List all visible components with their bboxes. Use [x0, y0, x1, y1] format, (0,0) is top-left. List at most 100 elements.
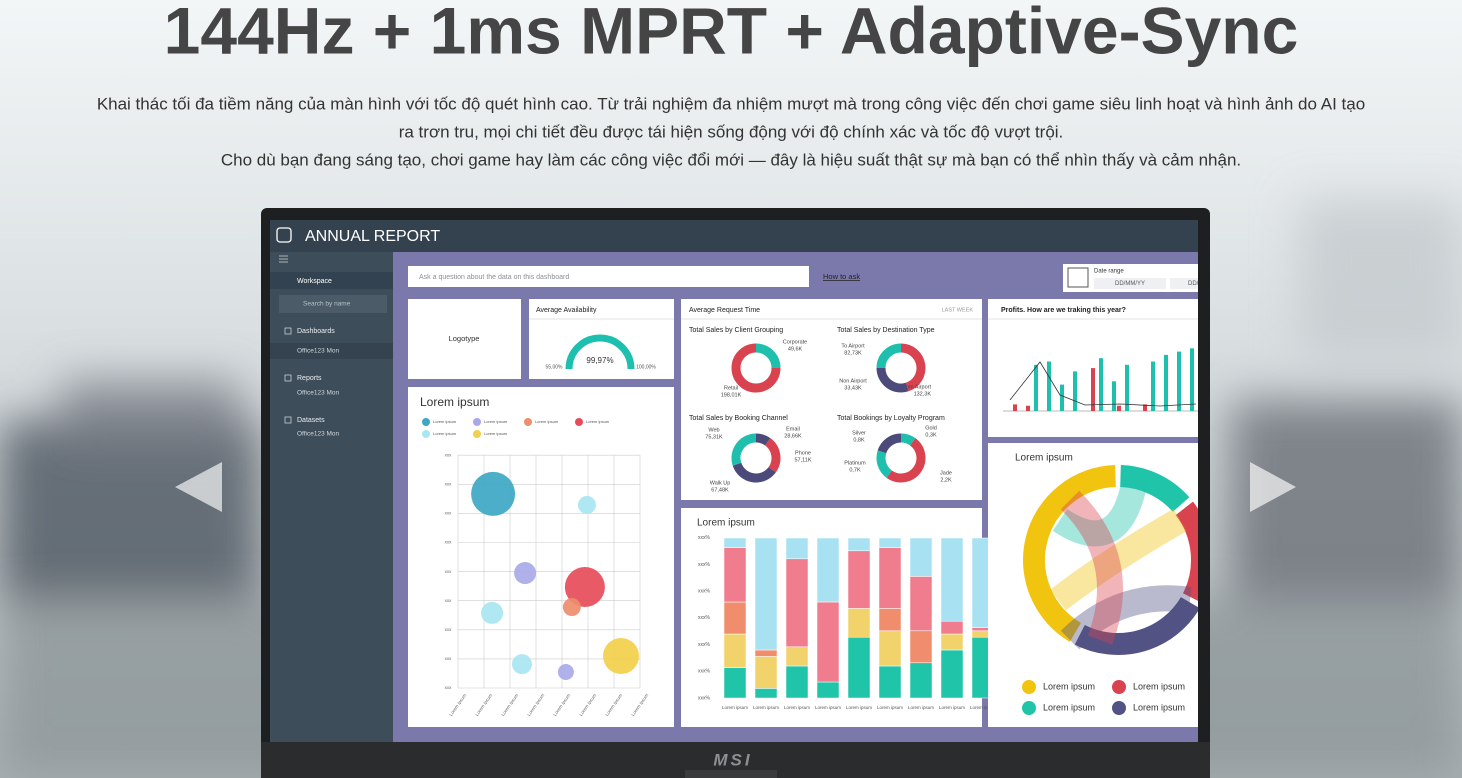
legend-label: Lorem ipsum	[484, 431, 508, 436]
profit-bar	[1177, 351, 1181, 411]
donut-title: Total Sales by Destination Type	[837, 327, 935, 334]
donut-segment	[900, 343, 926, 392]
sidebar	[270, 252, 393, 742]
bubble	[481, 601, 504, 624]
stacked-segment	[723, 667, 747, 699]
date-to-field[interactable]	[1170, 278, 1242, 289]
logotype: Logotype	[449, 334, 480, 343]
y-tick-label: xxx%	[698, 589, 711, 595]
profit-bar-red	[1143, 404, 1147, 411]
donut-segment	[900, 433, 916, 446]
chord-ribbon	[1060, 490, 1123, 645]
donut-title: Total Sales by Client Grouping	[689, 327, 783, 334]
donut-label: Phone	[795, 450, 811, 456]
bubble	[562, 598, 581, 617]
nav-sub-item: Office123 Mon	[297, 348, 340, 355]
calendar-icon	[1067, 267, 1089, 288]
bubble	[514, 562, 537, 585]
stacked-segment	[940, 633, 964, 651]
gauge	[565, 334, 635, 370]
profit-trend	[1009, 361, 1197, 407]
y-tick-label: xxx	[445, 540, 453, 545]
y-tick-label: xxx	[445, 598, 453, 603]
x-tick-label: Lorem ipsum	[939, 705, 965, 710]
donut-title: Total Sales by Booking Channel	[689, 415, 788, 422]
stacked-segment	[878, 537, 902, 548]
bubble	[577, 495, 596, 514]
question-placeholder: Ask a question about the data on this da…	[419, 274, 569, 281]
legend-label: Lorem ipsum	[433, 431, 457, 436]
gauge-min: 55,00%	[546, 364, 564, 370]
donut-label: Web	[708, 427, 719, 433]
x-tick-label: Lorem ipsum	[753, 705, 779, 710]
stacked-segment	[878, 608, 902, 632]
legend-label: Lorem ipsum	[1043, 681, 1095, 691]
next-arrow[interactable]	[1250, 462, 1296, 512]
donut-label: Walk Up	[710, 480, 731, 486]
stacked-segment	[847, 636, 871, 699]
stacked-segment	[847, 608, 871, 638]
blur-shape	[0, 420, 260, 600]
stacked-segment	[816, 537, 840, 603]
search-box[interactable]	[279, 295, 387, 313]
chord-ribbon	[1050, 508, 1187, 611]
nav-icon	[284, 416, 292, 424]
profit-bar	[1060, 384, 1064, 411]
stacked-segment	[723, 547, 747, 603]
y-tick-label: xxx	[445, 481, 453, 486]
donut-value: 0,8K	[853, 437, 865, 443]
profit-bar	[1190, 348, 1194, 411]
donut-label: Retail	[724, 385, 738, 391]
date-from-field[interactable]	[1094, 278, 1166, 289]
description-line: ra trơn tru, mọi chi tiết đều được tái h…	[399, 122, 1064, 141]
ring-segment	[1119, 465, 1190, 513]
ring-segment	[1023, 465, 1117, 642]
nav-item: Dashboards	[297, 328, 335, 335]
prev-arrow[interactable]	[175, 462, 222, 512]
legend-dot	[1022, 680, 1036, 694]
stacked-segment	[940, 537, 964, 622]
panel-title: Average Request Time	[689, 307, 760, 314]
stacked-segment	[785, 537, 809, 560]
blur-shape	[1300, 200, 1462, 360]
chord-ribbon	[1060, 585, 1192, 650]
donut-value: 0,3K	[925, 432, 937, 438]
donut-value: 28,66K	[784, 433, 802, 439]
panel-title: Lorem ipsum	[697, 518, 755, 529]
stacked-segment	[909, 576, 933, 632]
stacked-segment	[785, 665, 809, 699]
dashboard-screen: ANNUAL REPORT Workspace Search by name Dash…	[270, 220, 1242, 742]
donut-value: 198,01K	[721, 392, 742, 398]
profit-bar	[1164, 354, 1168, 411]
donut-label: Non Airport	[839, 378, 867, 384]
chord-ribbon	[1052, 477, 1148, 547]
donut-label: Email	[786, 426, 800, 432]
legend-dot	[473, 430, 481, 438]
donut-value: 132,3K	[914, 391, 932, 397]
bubble	[557, 663, 574, 680]
x-tick-label: Lorem ipsum	[722, 705, 748, 710]
x-tick-label: Lorem ipsum	[970, 705, 996, 710]
stacked-segment	[754, 656, 778, 689]
donut-segment	[755, 433, 771, 446]
panel	[988, 299, 1198, 437]
donut-segment	[876, 450, 893, 478]
top-bar	[270, 220, 1198, 252]
search-placeholder: Search by name	[303, 301, 351, 308]
nav-icon	[284, 374, 292, 382]
legend-dot	[473, 418, 481, 426]
donut-segment	[732, 462, 776, 483]
legend-label: Lorem ipsum	[1043, 702, 1095, 712]
donut-value: 49,6K	[788, 346, 803, 352]
y-tick-label: xxx	[445, 627, 453, 632]
panel	[408, 387, 674, 727]
bubble	[511, 654, 532, 675]
panel-title: Profits. How are we traking this year?	[1001, 307, 1126, 314]
legend-label: Lorem ipsum	[433, 419, 457, 424]
stacked-segment	[785, 646, 809, 667]
page-title: 144Hz + 1ms MPRT + Adaptive-Sync	[164, 0, 1299, 67]
question-box[interactable]	[408, 266, 809, 287]
stacked-segment	[723, 537, 747, 548]
brand-logo: MSI	[713, 750, 752, 769]
date-range-label: Date range	[1094, 269, 1124, 275]
